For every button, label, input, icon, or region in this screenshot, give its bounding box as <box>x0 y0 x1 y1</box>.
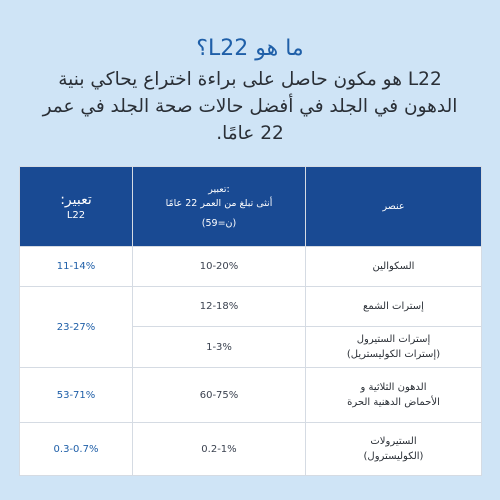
table-row: 1-3% إسترات الستيرول (إسترات الكوليستريل… <box>20 326 482 368</box>
component-name: إسترات الشمع <box>305 286 482 327</box>
table-row: 0.3-0.7% 0.2-1% الستيرولات (الكوليسترول) <box>19 422 482 476</box>
header-l22-name: L22 <box>66 209 86 221</box>
header-women-label: تعبير: <box>208 183 230 195</box>
component-line: الدهون الثلاثية و <box>360 382 427 393</box>
table-row: 23-27% 12-18% إسترات الشمع <box>19 286 482 368</box>
component-name: إسترات الستيرول (إسترات الكوليستريل) <box>305 326 482 368</box>
l22-value: 23-27% <box>19 286 133 368</box>
header-l22: تعبير: L22 <box>19 166 133 247</box>
l22-value: 11-14% <box>19 246 133 287</box>
table-row: 53-71% 60-75% الدهون الثلاثية و الأحماض … <box>19 367 482 423</box>
component-name: السكوالين <box>305 246 482 287</box>
component-name: الدهون الثلاثية و الأحماض الدهنية الحرة <box>305 367 482 423</box>
women-value: 0.2-1% <box>132 422 306 476</box>
component-line: الأحماض الدهنية الحرة <box>347 397 440 408</box>
women-value: 1-3% <box>132 326 306 368</box>
header-women: تعبير: أنثى تبلغ من العمر 22 عامًا (ن=59… <box>132 166 306 247</box>
women-value: 10-20% <box>132 246 306 287</box>
table-row: 11-14% 10-20% السكوالين <box>19 246 482 287</box>
page-title: ما هو L22؟ <box>196 36 304 61</box>
women-value: 60-75% <box>132 367 306 423</box>
header-l22-label: تعبير: <box>60 191 92 208</box>
component-line: السكوالين <box>372 261 415 272</box>
header-women-n: (ن=59) <box>201 217 237 229</box>
l22-value: 53-71% <box>19 367 133 423</box>
component-line: (الكوليسترول) <box>363 451 424 462</box>
component-name: الستيرولات (الكوليسترول) <box>305 422 482 476</box>
heading: ما هو L22؟ L22 هو مكون حاصل على براءة اخ… <box>0 34 500 147</box>
component-line: الستيرولات <box>370 436 417 447</box>
header-women-desc: أنثى تبلغ من العمر 22 عامًا <box>165 197 273 209</box>
l22-value: 0.3-0.7% <box>19 422 133 476</box>
header-component: عنصر <box>305 166 482 247</box>
comparison-table: تعبير: L22 تعبير: أنثى تبلغ من العمر 22 … <box>19 166 482 476</box>
component-line: (إسترات الكوليستريل) <box>346 349 441 360</box>
component-line: إسترات الشمع <box>363 301 424 312</box>
women-value: 12-18% <box>132 286 306 327</box>
intro-text: L22 هو مكون حاصل على براءة اختراع يحاكي … <box>42 69 458 144</box>
table-header-row: تعبير: L22 تعبير: أنثى تبلغ من العمر 22 … <box>19 166 482 247</box>
component-line: إسترات الستيرول <box>356 334 431 345</box>
comparison-table-card: تعبير: L22 تعبير: أنثى تبلغ من العمر 22 … <box>19 166 482 476</box>
